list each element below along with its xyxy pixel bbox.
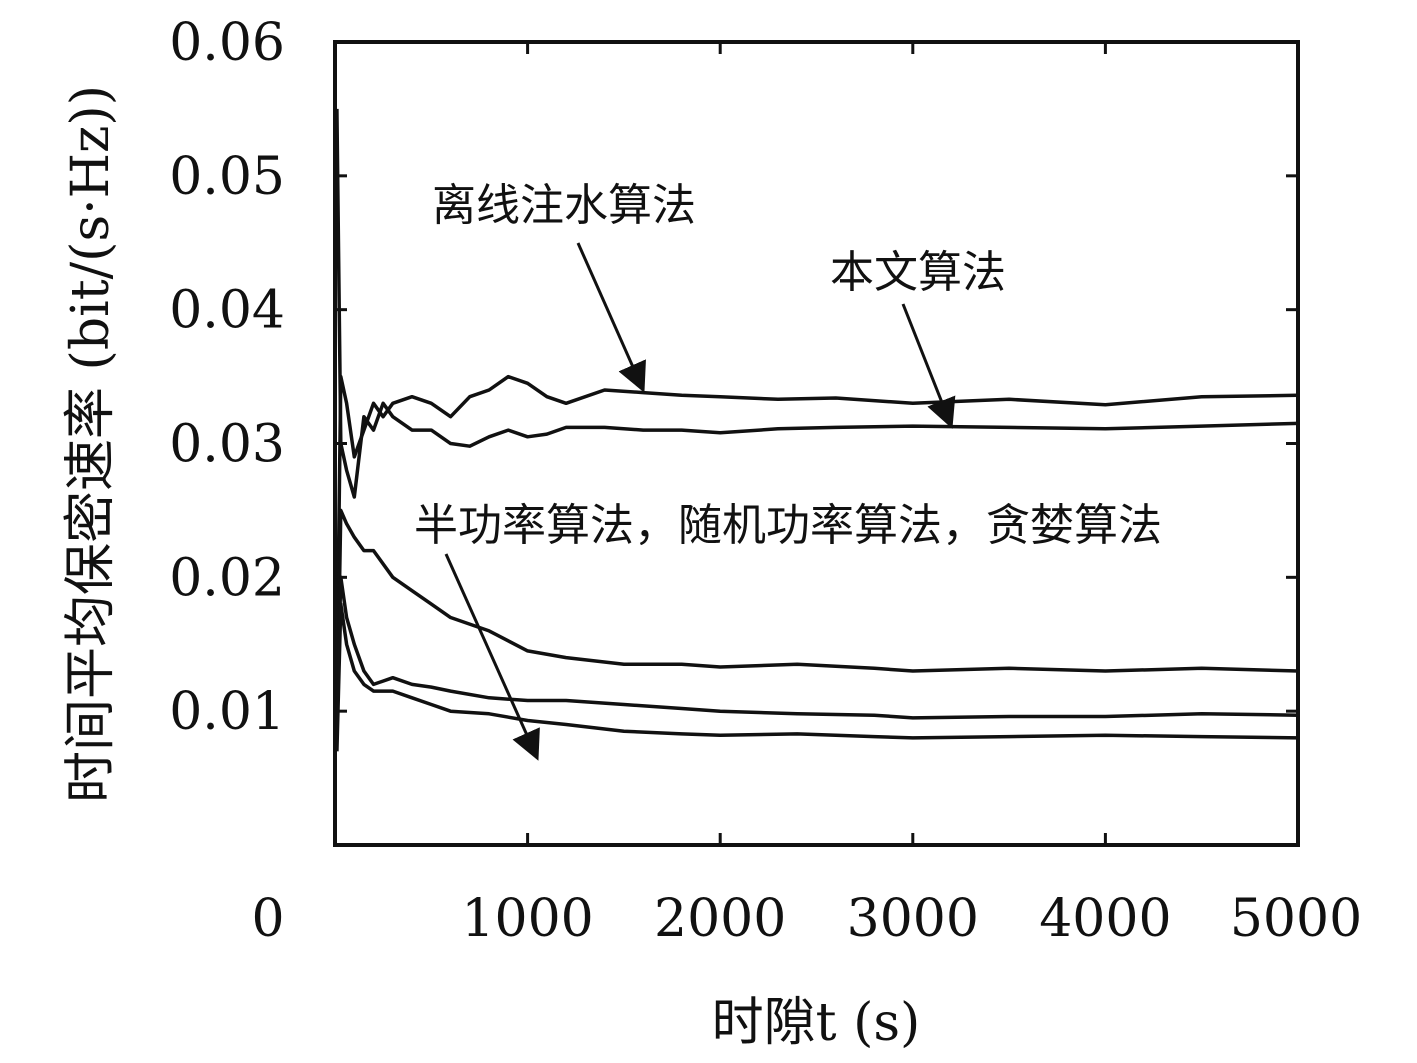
- y-tick-label: 0.06: [169, 13, 285, 73]
- x-axis-label: 时隙t (s): [712, 993, 921, 1053]
- y-tick-label: 0.02: [169, 548, 285, 608]
- annotation-label: 离线注水算法: [432, 180, 696, 231]
- series-line-3: [335, 508, 1299, 738]
- x-tick-label: 3000: [847, 889, 979, 949]
- annotation-arrow: [444, 553, 540, 761]
- annotation-label: 半功率算法，随机功率算法，贪婪算法: [414, 500, 1162, 551]
- y-tick-label: 0.01: [169, 682, 285, 742]
- series-line-2: [335, 108, 1299, 499]
- series-line-4: [335, 575, 1299, 725]
- annotation-arrow: [576, 242, 646, 393]
- annotation-arrow: [901, 303, 956, 429]
- y-tick-label: 0.05: [169, 147, 285, 207]
- plot-area: [333, 40, 1300, 847]
- y-tick-label: 0.03: [169, 415, 285, 475]
- x-tick-label: 5000: [1230, 889, 1362, 949]
- series-line-5: [335, 602, 1299, 752]
- axis-ticks: 0 1000 2000 3000 4000 5000 0.01 0.02 0.03 0.04 0.0…: [169, 13, 1362, 949]
- x-tick-label: 4000: [1039, 889, 1171, 949]
- series-line-1: [335, 374, 1299, 685]
- x-tick-label: 1000: [461, 889, 593, 949]
- x-tick-label: 0: [251, 889, 284, 949]
- y-axis-label: 时间平均保密速率 (bit/(s·Hz)): [61, 85, 121, 803]
- annotation-label: 本文算法: [830, 247, 1006, 298]
- x-tick-label: 2000: [654, 889, 786, 949]
- y-tick-label: 0.04: [169, 281, 285, 341]
- series-lines: [335, 108, 1299, 752]
